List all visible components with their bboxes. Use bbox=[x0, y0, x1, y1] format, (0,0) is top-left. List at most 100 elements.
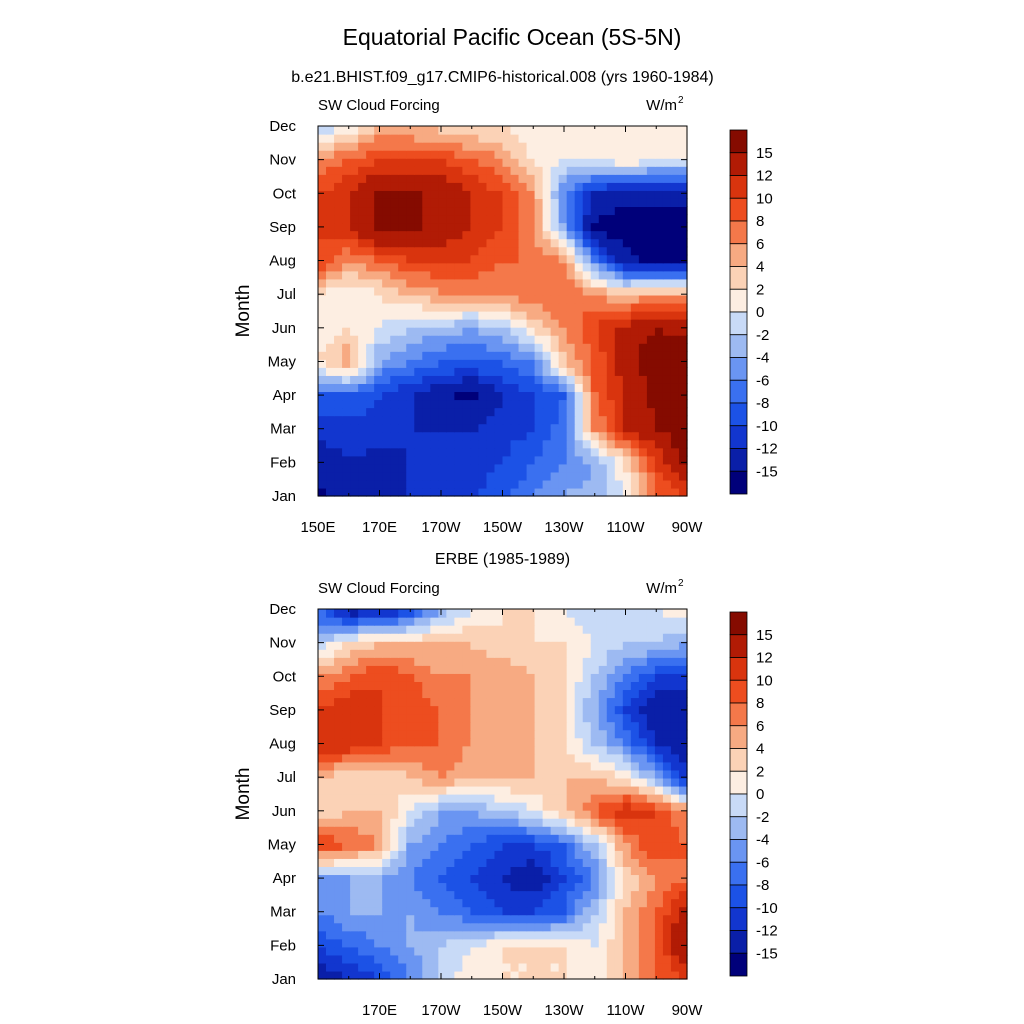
contour-cell bbox=[566, 198, 576, 208]
contour-cell bbox=[366, 238, 375, 248]
contour-cell bbox=[438, 447, 447, 457]
contour-cell bbox=[390, 617, 399, 626]
contour-cell bbox=[454, 447, 463, 457]
contour-cell bbox=[374, 190, 383, 199]
contour-cell bbox=[622, 311, 632, 320]
contour-cell bbox=[414, 134, 423, 143]
contour-cell bbox=[654, 447, 664, 457]
contour-cell bbox=[406, 383, 415, 393]
contour-cell bbox=[526, 794, 536, 803]
contour-cell bbox=[414, 246, 423, 256]
contour-cell bbox=[454, 294, 463, 304]
contour-cell bbox=[614, 302, 624, 312]
contour-cell bbox=[462, 455, 472, 465]
contour-cell bbox=[470, 286, 480, 296]
contour-cell bbox=[478, 785, 488, 795]
contour-cell bbox=[574, 761, 584, 771]
contour-cell bbox=[606, 633, 616, 642]
contour-cell bbox=[526, 858, 536, 867]
contour-cell bbox=[358, 745, 367, 755]
contour-cell bbox=[358, 657, 367, 666]
contour-cell bbox=[478, 463, 488, 473]
contour-cell bbox=[334, 142, 343, 151]
contour-cell bbox=[374, 166, 383, 175]
contour-cell bbox=[574, 705, 584, 715]
contour-cell bbox=[358, 423, 367, 433]
contour-cell bbox=[470, 391, 480, 401]
contour-cell bbox=[374, 818, 383, 827]
contour-cell bbox=[518, 898, 528, 908]
colorbar-swatch bbox=[729, 175, 748, 199]
contour-cell bbox=[630, 431, 640, 441]
contour-cell bbox=[470, 874, 480, 884]
contour-cell bbox=[566, 447, 576, 457]
contour-cell bbox=[614, 431, 624, 441]
contour-cell bbox=[502, 898, 512, 908]
contour-cell bbox=[494, 238, 504, 248]
contour-cell bbox=[606, 649, 616, 658]
contour-cell bbox=[502, 206, 512, 216]
contour-cell bbox=[414, 391, 423, 401]
contour-cell bbox=[518, 938, 528, 948]
contour-cell bbox=[334, 721, 343, 731]
contour-cell bbox=[430, 238, 439, 248]
contour-cell bbox=[526, 166, 536, 175]
contour-cell bbox=[510, 166, 520, 175]
contour-cell bbox=[478, 802, 488, 811]
contour-cell bbox=[406, 270, 415, 280]
contour-cell bbox=[422, 455, 431, 465]
contour-cell bbox=[430, 206, 439, 216]
contour-cell bbox=[430, 214, 439, 224]
contour-cell bbox=[358, 641, 367, 650]
contour-cell bbox=[654, 254, 664, 264]
contour-cell bbox=[366, 874, 375, 884]
contour-cell bbox=[342, 954, 351, 964]
contour-cell bbox=[606, 705, 616, 715]
contour-cell bbox=[382, 439, 391, 449]
contour-cell bbox=[662, 930, 672, 940]
contour-cell bbox=[582, 689, 592, 699]
contour-cell bbox=[510, 665, 520, 674]
contour-cell bbox=[446, 246, 455, 256]
contour-cell bbox=[470, 705, 480, 715]
contour-cell bbox=[550, 254, 560, 264]
contour-cell bbox=[670, 198, 680, 208]
contour-cell bbox=[598, 166, 608, 175]
contour-cell bbox=[534, 665, 544, 674]
contour-cell bbox=[326, 938, 335, 948]
contour-cell bbox=[638, 238, 648, 248]
contour-cell bbox=[414, 713, 423, 723]
contour-cell bbox=[446, 729, 455, 739]
contour-cell bbox=[454, 649, 463, 658]
contour-cell bbox=[582, 367, 592, 376]
contour-cell bbox=[390, 922, 399, 932]
contour-cell bbox=[334, 190, 343, 199]
contour-cell bbox=[494, 262, 504, 272]
contour-cell bbox=[622, 850, 632, 859]
contour-cell bbox=[630, 270, 640, 280]
contour-cell bbox=[502, 351, 512, 360]
contour-cell bbox=[606, 327, 616, 336]
contour-cell bbox=[358, 633, 367, 642]
contour-cell bbox=[678, 302, 688, 312]
contour-cell bbox=[422, 922, 431, 932]
x-tick-label: 110W bbox=[606, 519, 645, 536]
contour-cell bbox=[534, 327, 544, 336]
contour-cell bbox=[662, 777, 672, 787]
contour-cell bbox=[422, 810, 431, 819]
contour-cell bbox=[326, 850, 335, 859]
contour-cell bbox=[534, 383, 544, 393]
contour-cell bbox=[638, 665, 648, 674]
contour-cell bbox=[390, 810, 399, 819]
contour-cell bbox=[678, 890, 688, 900]
contour-cell bbox=[502, 721, 512, 731]
contour-cell bbox=[590, 150, 600, 159]
contour-cell bbox=[678, 399, 688, 409]
contour-cell bbox=[590, 463, 600, 473]
contour-cell bbox=[670, 866, 680, 876]
contour-cell bbox=[406, 721, 415, 731]
contour-cell bbox=[430, 327, 439, 336]
contour-cell bbox=[390, 802, 399, 811]
contour-cell bbox=[606, 858, 616, 867]
contour-cell bbox=[390, 134, 399, 143]
